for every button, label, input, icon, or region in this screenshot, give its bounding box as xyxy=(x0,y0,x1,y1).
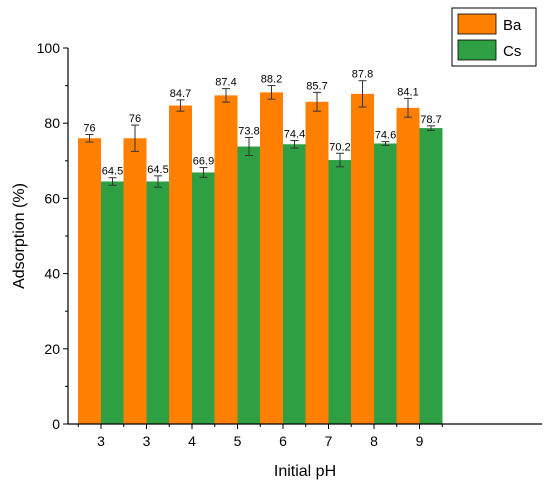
legend: Ba Cs xyxy=(451,7,537,67)
data-label-ba-3: 87.4 xyxy=(215,77,236,89)
x-ticks-layer: 3 3 4 5 6 7 8 9 xyxy=(77,424,443,449)
x-tick-label-1: 3 xyxy=(143,433,151,449)
bar-cs-0 xyxy=(101,181,124,424)
x-tick-label-0: 3 xyxy=(97,433,105,449)
bar-cs-2 xyxy=(192,172,215,424)
bars-layer xyxy=(78,92,443,425)
data-label-cs-1: 64.5 xyxy=(147,164,168,176)
x-tick-label-3: 5 xyxy=(234,433,242,449)
data-label-ba-6: 87.8 xyxy=(352,69,373,81)
bar-ba-5 xyxy=(305,101,329,424)
bar-cs-5 xyxy=(328,160,352,424)
data-label-ba-5: 85.7 xyxy=(306,80,327,92)
y-tick-label-0: 0 xyxy=(52,416,60,432)
data-label-cs-5: 70.2 xyxy=(329,141,350,153)
data-label-cs-6: 74.6 xyxy=(375,130,396,142)
data-label-ba-1: 76 xyxy=(129,113,141,125)
legend-swatch-cs xyxy=(457,39,497,61)
data-label-ba-7: 84.1 xyxy=(397,86,418,98)
data-label-ba-4: 88.2 xyxy=(261,74,282,86)
bar-cs-4 xyxy=(283,144,306,425)
legend-swatch-ba xyxy=(457,13,497,35)
legend-label-ba: Ba xyxy=(503,17,522,34)
x-axis-title: Initial pH xyxy=(274,463,336,480)
x-tick-label-2: 4 xyxy=(188,433,196,449)
bar-ba-3 xyxy=(214,95,238,424)
legend-label-cs: Cs xyxy=(503,43,521,60)
data-label-cs-2: 66.9 xyxy=(193,156,214,168)
y-tick-label-4: 80 xyxy=(44,115,60,131)
x-tick-label-6: 8 xyxy=(370,433,378,449)
y-tick-label-1: 20 xyxy=(44,341,60,357)
bar-ba-4 xyxy=(260,92,283,425)
bar-cs-3 xyxy=(237,146,261,424)
y-tick-label-3: 60 xyxy=(44,190,60,206)
bar-ba-6 xyxy=(351,93,374,424)
data-labels-layer: 76 64.5 76 64.5 84.7 66.9 87.4 73.8 88.2 74.4 85.7… xyxy=(83,69,441,178)
y-tick-label-5: 100 xyxy=(37,40,61,56)
x-tick-label-7: 9 xyxy=(416,433,424,449)
x-tick-label-4: 6 xyxy=(279,433,287,449)
bar-ba-2 xyxy=(169,105,192,424)
data-label-ba-2: 84.7 xyxy=(170,88,191,100)
y-axis-title: Adsorption (%) xyxy=(11,183,28,289)
data-label-cs-0: 64.5 xyxy=(102,166,123,178)
data-label-ba-0: 76 xyxy=(83,122,95,134)
error-bars-layer xyxy=(85,80,435,188)
y-tick-label-2: 40 xyxy=(44,266,60,282)
bar-cs-1 xyxy=(146,181,170,424)
bar-cs-7 xyxy=(419,128,443,424)
x-tick-label-5: 7 xyxy=(325,433,333,449)
data-label-cs-4: 74.4 xyxy=(284,128,305,140)
bar-ba-0 xyxy=(78,138,101,425)
bar-ba-1 xyxy=(123,138,147,425)
bar-ba-7 xyxy=(396,107,420,424)
y-ticks-layer: 0 20 40 60 80 100 xyxy=(37,40,68,432)
data-label-cs-7: 78.7 xyxy=(420,114,441,126)
data-label-cs-3: 73.8 xyxy=(238,125,259,137)
bar-cs-6 xyxy=(374,143,397,424)
